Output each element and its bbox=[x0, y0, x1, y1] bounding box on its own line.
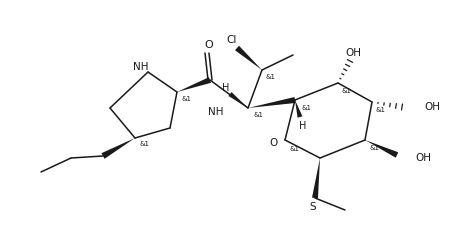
Text: &1: &1 bbox=[140, 141, 150, 147]
Text: &1: &1 bbox=[301, 105, 311, 111]
Text: Cl: Cl bbox=[227, 35, 237, 45]
Text: &1: &1 bbox=[266, 74, 276, 80]
Polygon shape bbox=[101, 138, 135, 159]
Text: &1: &1 bbox=[342, 88, 352, 94]
Text: NH: NH bbox=[133, 62, 149, 72]
Polygon shape bbox=[365, 140, 398, 158]
Polygon shape bbox=[235, 46, 262, 70]
Text: H: H bbox=[222, 83, 230, 93]
Polygon shape bbox=[312, 158, 320, 198]
Text: O: O bbox=[270, 138, 278, 148]
Polygon shape bbox=[295, 100, 302, 118]
Text: &1: &1 bbox=[290, 146, 300, 152]
Text: &1: &1 bbox=[182, 96, 192, 102]
Text: OH: OH bbox=[424, 102, 440, 112]
Text: OH: OH bbox=[415, 153, 431, 163]
Text: S: S bbox=[310, 202, 316, 212]
Text: O: O bbox=[205, 40, 213, 50]
Polygon shape bbox=[177, 77, 211, 92]
Text: &1: &1 bbox=[376, 107, 386, 113]
Polygon shape bbox=[228, 92, 248, 108]
Text: H: H bbox=[299, 121, 307, 131]
Text: NH: NH bbox=[208, 107, 224, 117]
Polygon shape bbox=[248, 97, 296, 108]
Text: &1: &1 bbox=[253, 112, 263, 118]
Text: OH: OH bbox=[345, 48, 361, 58]
Text: &1: &1 bbox=[369, 145, 379, 151]
